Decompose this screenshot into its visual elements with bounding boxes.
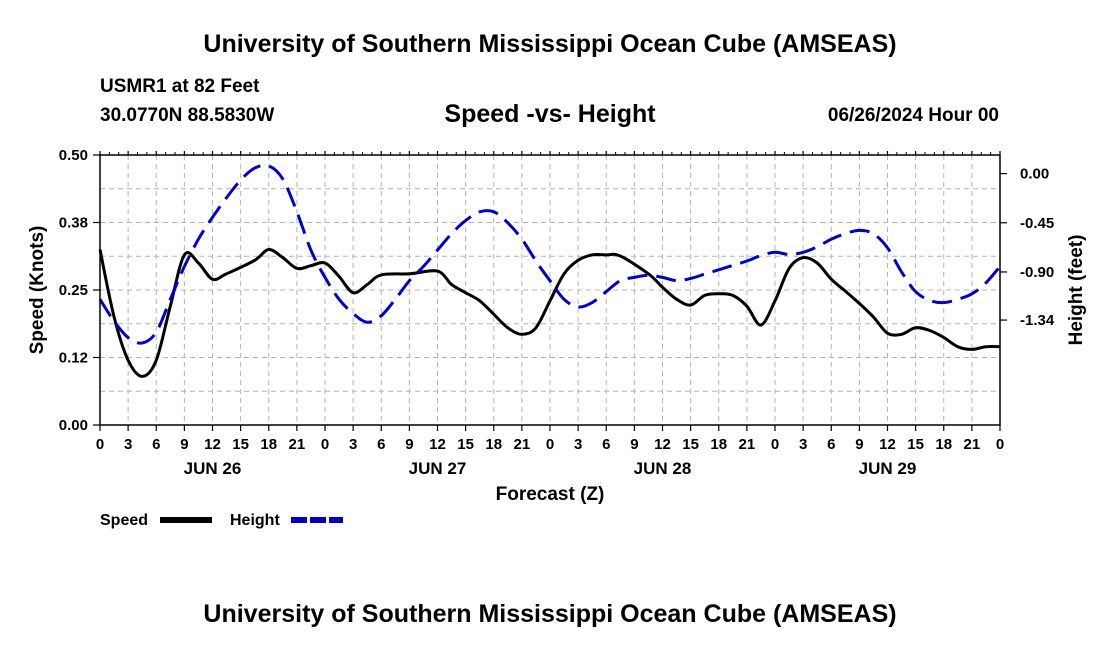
x-tick-label: 12 — [429, 436, 446, 453]
x-tick-label: 9 — [405, 436, 413, 453]
x-tick-label: 18 — [260, 436, 277, 453]
x-tick-label: 6 — [827, 436, 835, 453]
y-tick-label: 0.50 — [59, 147, 88, 164]
x-tick-label: 12 — [879, 436, 896, 453]
speed-series-line — [98, 248, 1001, 378]
x-tick-label: 3 — [574, 436, 582, 453]
y2-tick-label: -1.34 — [1020, 312, 1055, 329]
x-tick-label: 18 — [485, 436, 502, 453]
day-label: JUN 27 — [409, 459, 467, 478]
x-tick-label: 21 — [289, 436, 306, 453]
x-tick-label: 15 — [907, 436, 924, 453]
footer-title: University of Southern Mississippi Ocean… — [203, 600, 897, 628]
x-tick-label: 12 — [204, 436, 221, 453]
legend: Speed Height — [100, 512, 343, 529]
day-label: JUN 29 — [859, 459, 917, 478]
axes: 0 3 6 9 12 15 18 21 0 3 6 9 12 15 18 21 0 3 6 9 12 15 18 21 0 3 6 9… — [59, 147, 1055, 478]
main-title: University of Southern Mississippi Ocean… — [203, 30, 897, 58]
x-tick-label: 9 — [180, 436, 188, 453]
x-axis-label: Forecast (Z) — [496, 484, 605, 505]
x-tick-label: 0 — [546, 436, 554, 453]
x-tick-label: 21 — [739, 436, 756, 453]
y-tick-label: 0.00 — [59, 417, 88, 434]
x-tick-label: 0 — [96, 436, 104, 453]
legend-speed-label: Speed — [100, 512, 148, 529]
day-label: JUN 28 — [634, 459, 692, 478]
y2-tick-label: 0.00 — [1020, 166, 1049, 183]
x-tick-label: 21 — [514, 436, 531, 453]
x-tick-label: 0 — [321, 436, 329, 453]
y-tick-label: 0.38 — [59, 215, 88, 232]
x-tick-label: 9 — [855, 436, 863, 453]
legend-height-label: Height — [230, 512, 280, 529]
x-tick-label: 3 — [124, 436, 132, 453]
x-tick-label: 12 — [654, 436, 671, 453]
chart-subtitle: Speed -vs- Height — [444, 100, 656, 128]
x-tick-label: 18 — [935, 436, 952, 453]
x-tick-label: 3 — [349, 436, 357, 453]
y-axis-label: Speed (Knots) — [27, 226, 48, 355]
x-tick-label: 0 — [771, 436, 779, 453]
station-coordinates: 30.0770N 88.5830W — [100, 105, 275, 126]
x-tick-label: 6 — [152, 436, 160, 453]
y-tick-label: 0.25 — [59, 282, 88, 299]
y2-tick-label: -0.45 — [1020, 215, 1054, 232]
series-layer — [98, 163, 1002, 378]
station-label: USMR1 at 82 Feet — [100, 76, 260, 97]
x-tick-label: 3 — [799, 436, 807, 453]
x-tick-label: 18 — [710, 436, 727, 453]
x-tick-label: 9 — [630, 436, 638, 453]
height-series-line — [98, 163, 1002, 345]
x-tick-label: 21 — [964, 436, 981, 453]
x-tick-label: 15 — [232, 436, 249, 453]
y2-axis-label: Height (feet) — [1066, 235, 1087, 346]
y-tick-label: 0.12 — [59, 350, 88, 367]
forecast-datestamp: 06/26/2024 Hour 00 — [827, 105, 999, 126]
y2-tick-label: -0.90 — [1020, 264, 1054, 281]
x-tick-label: 6 — [377, 436, 385, 453]
x-tick-label: 0 — [996, 436, 1004, 453]
x-tick-label: 15 — [457, 436, 474, 453]
grid — [100, 155, 1000, 425]
x-tick-label: 6 — [602, 436, 610, 453]
x-tick-label: 15 — [682, 436, 699, 453]
day-label: JUN 26 — [184, 459, 242, 478]
